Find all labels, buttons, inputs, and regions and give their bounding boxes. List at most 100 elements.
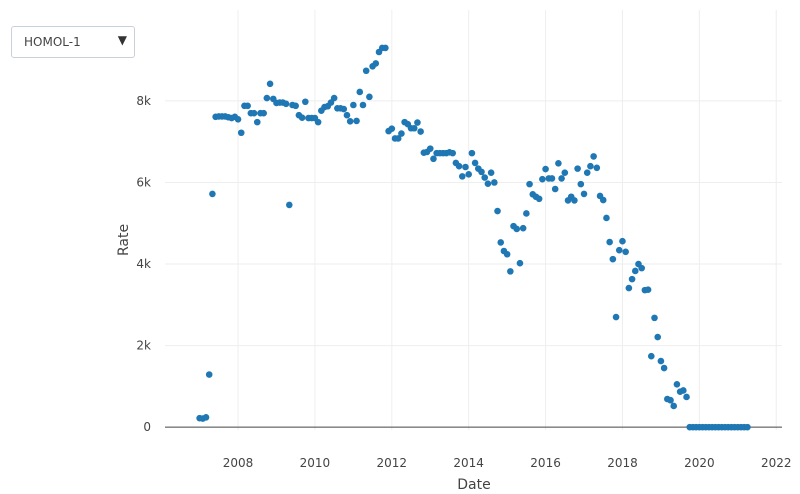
data-point[interactable] xyxy=(507,268,514,275)
data-point[interactable] xyxy=(394,135,402,142)
data-point[interactable] xyxy=(266,80,274,88)
data-point[interactable] xyxy=(539,175,546,183)
data-point[interactable] xyxy=(583,169,591,176)
data-point[interactable] xyxy=(362,67,370,75)
data-point[interactable] xyxy=(410,124,418,132)
data-point[interactable] xyxy=(555,160,562,167)
data-points[interactable] xyxy=(196,44,751,431)
data-point[interactable] xyxy=(574,165,581,172)
data-point[interactable] xyxy=(622,248,629,256)
data-point[interactable] xyxy=(548,175,556,182)
data-point[interactable] xyxy=(253,118,261,126)
data-point[interactable] xyxy=(462,163,469,171)
data-point[interactable] xyxy=(526,180,533,188)
data-point[interactable] xyxy=(612,313,620,321)
data-point[interactable] xyxy=(625,284,633,292)
data-point[interactable] xyxy=(494,207,501,215)
data-point[interactable] xyxy=(683,393,690,401)
data-point[interactable] xyxy=(606,238,613,246)
data-point[interactable] xyxy=(417,128,424,135)
data-point[interactable] xyxy=(372,60,380,67)
data-point[interactable] xyxy=(468,149,476,157)
data-point[interactable] xyxy=(471,159,479,167)
data-point[interactable] xyxy=(535,195,543,203)
data-point[interactable] xyxy=(481,174,489,181)
data-point[interactable] xyxy=(285,201,293,209)
data-point[interactable] xyxy=(356,88,364,96)
data-point[interactable] xyxy=(542,165,549,173)
data-point[interactable] xyxy=(670,402,678,410)
data-point[interactable] xyxy=(558,175,565,182)
data-point[interactable] xyxy=(366,93,373,101)
data-point[interactable] xyxy=(599,196,607,204)
data-point[interactable] xyxy=(314,118,322,126)
data-point[interactable] xyxy=(478,168,485,176)
data-point[interactable] xyxy=(234,115,242,123)
data-point[interactable] xyxy=(260,109,267,117)
data-point[interactable] xyxy=(603,214,610,222)
data-point[interactable] xyxy=(587,162,594,170)
data-point[interactable] xyxy=(209,190,216,198)
data-point[interactable] xyxy=(673,381,681,388)
data-point[interactable] xyxy=(250,109,258,117)
data-point[interactable] xyxy=(638,264,645,272)
data-point[interactable] xyxy=(353,117,360,125)
data-point[interactable] xyxy=(244,102,251,110)
data-point[interactable] xyxy=(426,145,434,152)
data-point[interactable] xyxy=(667,396,674,404)
data-point[interactable] xyxy=(282,100,290,108)
data-point[interactable] xyxy=(458,173,466,180)
data-point[interactable] xyxy=(340,105,348,113)
data-point[interactable] xyxy=(577,180,585,188)
data-point[interactable] xyxy=(484,180,492,188)
data-point[interactable] xyxy=(654,333,662,341)
data-point[interactable] xyxy=(414,119,421,126)
data-point[interactable] xyxy=(346,118,354,125)
data-point[interactable] xyxy=(449,149,456,157)
data-point[interactable] xyxy=(680,387,687,394)
data-point[interactable] xyxy=(513,225,521,233)
data-point[interactable] xyxy=(292,102,300,110)
data-point[interactable] xyxy=(382,44,389,52)
data-point[interactable] xyxy=(580,190,588,198)
data-point[interactable] xyxy=(619,237,626,245)
data-point[interactable] xyxy=(647,352,655,360)
data-point[interactable] xyxy=(350,101,357,109)
data-point[interactable] xyxy=(237,129,245,137)
data-point[interactable] xyxy=(631,267,639,275)
data-point[interactable] xyxy=(609,255,617,263)
data-point[interactable] xyxy=(551,185,559,193)
data-point[interactable] xyxy=(593,164,601,172)
data-point[interactable] xyxy=(571,197,578,204)
data-point[interactable] xyxy=(388,125,396,132)
data-point[interactable] xyxy=(263,94,271,102)
data-point[interactable] xyxy=(523,210,530,217)
data-point[interactable] xyxy=(615,246,623,254)
data-point[interactable] xyxy=(302,98,309,106)
data-point[interactable] xyxy=(516,259,524,267)
data-point[interactable] xyxy=(660,364,668,372)
data-point[interactable] xyxy=(205,371,213,378)
data-point[interactable] xyxy=(491,179,498,186)
data-point[interactable] xyxy=(497,239,505,246)
data-point[interactable] xyxy=(519,224,527,232)
data-point[interactable] xyxy=(343,111,351,119)
data-point[interactable] xyxy=(644,286,652,294)
data-point[interactable] xyxy=(561,169,569,176)
data-point[interactable] xyxy=(430,155,437,163)
data-point[interactable] xyxy=(465,171,472,178)
data-point[interactable] xyxy=(330,94,338,102)
series-dropdown[interactable]: HOMOL-1 ▼ xyxy=(11,26,135,58)
data-point[interactable] xyxy=(628,275,636,283)
data-point[interactable] xyxy=(651,314,658,322)
data-point[interactable] xyxy=(503,250,511,258)
data-point[interactable] xyxy=(455,162,463,170)
data-point[interactable] xyxy=(657,357,665,365)
data-point[interactable] xyxy=(487,169,495,176)
data-point[interactable] xyxy=(202,414,210,421)
data-point[interactable] xyxy=(744,423,751,431)
data-point[interactable] xyxy=(359,101,367,109)
data-point[interactable] xyxy=(398,130,405,137)
data-point[interactable] xyxy=(298,114,306,121)
data-point[interactable] xyxy=(590,153,597,160)
